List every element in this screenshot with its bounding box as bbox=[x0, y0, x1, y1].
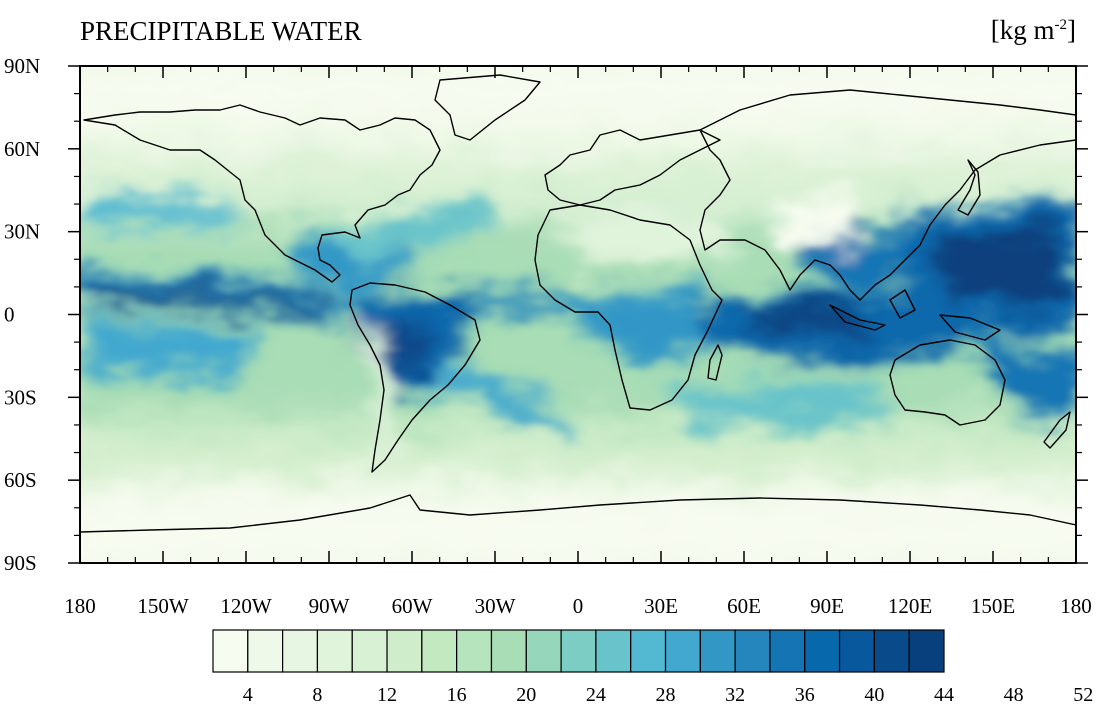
coastline-asia bbox=[699, 89, 1076, 301]
x-tick-label: 90E bbox=[810, 594, 844, 618]
colorbar-swatch bbox=[316, 629, 353, 673]
colorbar-swatch bbox=[490, 629, 527, 673]
x-tick-label: 180 bbox=[1060, 594, 1092, 618]
colorbar-label: 48 bbox=[1004, 684, 1024, 706]
colorbar-swatch bbox=[769, 629, 806, 673]
units-exponent: -2 bbox=[1054, 17, 1068, 33]
coastline-madagascar bbox=[707, 344, 723, 381]
colorbar-label: 12 bbox=[377, 684, 397, 706]
coastline-africa bbox=[534, 204, 723, 411]
coastlines bbox=[80, 74, 1076, 533]
coastline-australia bbox=[889, 339, 1006, 426]
chart-title: PRECIPITABLE WATER bbox=[80, 16, 362, 46]
colorbar-swatch bbox=[351, 629, 388, 673]
coastline-new-zealand bbox=[1043, 411, 1071, 449]
x-tick-label: 120W bbox=[220, 594, 272, 618]
colorbar-label: 28 bbox=[656, 684, 676, 706]
coastline-greenland bbox=[434, 74, 541, 141]
colorbar-label: 32 bbox=[725, 684, 745, 706]
precipitable-water-field bbox=[80, 66, 1076, 563]
coastline-japan bbox=[957, 159, 981, 216]
x-tick-label: 90W bbox=[309, 594, 350, 618]
coastline-maritime-continent bbox=[829, 289, 1001, 341]
colorbar-swatch bbox=[873, 629, 910, 673]
coastline-europe bbox=[544, 129, 721, 206]
colorbar-swatch bbox=[630, 629, 667, 673]
x-tick-label: 0 bbox=[573, 594, 584, 618]
colorbar-swatch bbox=[908, 629, 945, 673]
colorbar-label: 4 bbox=[243, 684, 253, 706]
y-axis: 90N 60N 30N 0 30S 60S 90S bbox=[4, 54, 1088, 575]
colorbar-swatch bbox=[456, 629, 493, 673]
colorbar-label: 36 bbox=[795, 684, 815, 706]
colorbar-swatch bbox=[838, 629, 875, 673]
x-tick-label: 150W bbox=[137, 594, 189, 618]
units-label: [kg m-2] bbox=[991, 8, 1076, 47]
coastline-south-america bbox=[349, 282, 481, 473]
units-base: [kg m bbox=[990, 15, 1055, 45]
x-tick-label: 180 bbox=[64, 594, 96, 618]
units-close: ] bbox=[1067, 15, 1076, 45]
y-tick-label: 60N bbox=[4, 137, 40, 161]
y-tick-label: 30S bbox=[4, 385, 37, 409]
x-tick-label: 60W bbox=[392, 594, 433, 618]
colorbar-swatch bbox=[386, 629, 423, 673]
colorbar-swatch bbox=[560, 629, 597, 673]
y-tick-label: 90S bbox=[4, 551, 37, 575]
x-axis: 180 150W 120W 90W 60W 30W 0 30E 60E 90E 120E 150E 18… bbox=[64, 66, 1092, 618]
x-tick-label: 30W bbox=[475, 594, 516, 618]
colorbar-swatch bbox=[804, 629, 841, 673]
y-tick-label: 30N bbox=[4, 220, 40, 244]
coastline-north-america bbox=[83, 104, 441, 283]
colorbar-label: 8 bbox=[312, 684, 322, 706]
colorbar-swatch bbox=[734, 629, 771, 673]
colorbar-swatch bbox=[247, 629, 284, 673]
colorbar-swatch bbox=[699, 629, 736, 673]
colorbar-swatch bbox=[595, 629, 632, 673]
colorbar-label: 40 bbox=[864, 684, 884, 706]
x-tick-label: 120E bbox=[888, 594, 932, 618]
colorbar-swatch bbox=[664, 629, 701, 673]
y-tick-label: 0 bbox=[4, 303, 15, 327]
colorbar: 48121620242832364044485256 bbox=[212, 629, 1093, 706]
colorbar-swatch bbox=[421, 629, 458, 673]
colorbar-label: 24 bbox=[586, 684, 606, 706]
colorbar-label: 52 bbox=[1073, 684, 1093, 706]
y-tick-label: 60S bbox=[4, 468, 37, 492]
x-tick-label: 150E bbox=[971, 594, 1015, 618]
colorbar-swatch bbox=[282, 629, 319, 673]
colorbar-swatch bbox=[525, 629, 562, 673]
colorbar-label: 44 bbox=[934, 684, 954, 706]
colorbar-label: 20 bbox=[516, 684, 536, 706]
coastline-antarctica bbox=[80, 494, 1076, 533]
y-tick-label: 90N bbox=[4, 54, 40, 78]
x-tick-label: 30E bbox=[644, 594, 678, 618]
x-tick-label: 60E bbox=[727, 594, 761, 618]
colorbar-swatch bbox=[212, 629, 249, 673]
colorbar-label: 16 bbox=[447, 684, 467, 706]
